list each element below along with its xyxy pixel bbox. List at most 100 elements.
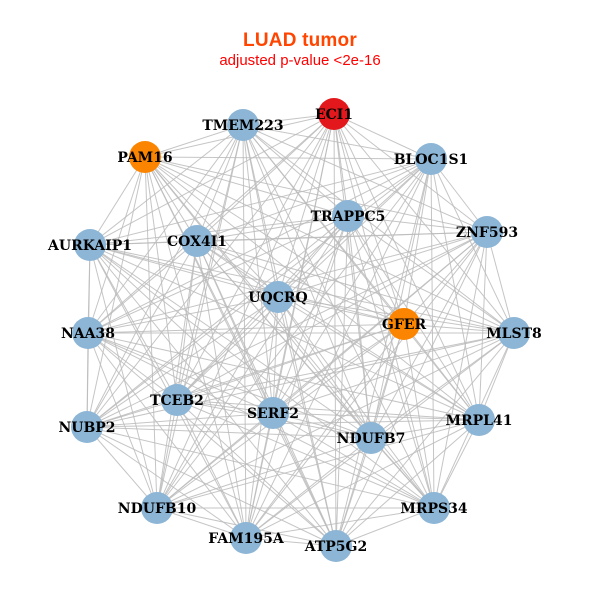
node-tmem223 bbox=[227, 109, 259, 141]
edge-pam16-fam195a bbox=[144, 156, 247, 539]
edge-trappc5-cox4i1 bbox=[196, 215, 349, 242]
edge-pam16-tceb2 bbox=[144, 156, 178, 401]
edge-gfer-nubp2 bbox=[86, 323, 405, 428]
edge-aurkaip1-tceb2 bbox=[89, 244, 178, 401]
node-ndufb10 bbox=[141, 492, 173, 524]
edge-nubp2-fam195a bbox=[86, 426, 247, 539]
edge-uqcrq-tceb2 bbox=[176, 296, 279, 401]
node-label-ndufb7: NDUFB7 bbox=[337, 431, 406, 447]
edge-naa38-mrpl41 bbox=[87, 332, 480, 421]
edge-cox4i1-fam195a bbox=[196, 240, 247, 539]
edge-aurkaip1-gfer bbox=[89, 244, 405, 325]
edge-mrpl41-ndufb7 bbox=[370, 419, 480, 439]
edge-tmem223-tceb2 bbox=[176, 124, 244, 401]
edge-ndufb7-ndufb10 bbox=[156, 437, 372, 509]
edge-pam16-mrpl41 bbox=[144, 156, 480, 421]
edge-tceb2-mrpl41 bbox=[176, 399, 480, 421]
edge-naa38-ndufb7 bbox=[87, 332, 372, 439]
node-label-serf2: SERF2 bbox=[247, 406, 299, 422]
edge-cox4i1-atp5g2 bbox=[196, 240, 337, 547]
node-mrpl41 bbox=[463, 404, 495, 436]
edge-aurkaip1-serf2 bbox=[89, 244, 274, 414]
node-label-mrps34: MRPS34 bbox=[400, 501, 468, 517]
edge-serf2-ndufb10 bbox=[156, 412, 274, 509]
edge-tmem223-naa38 bbox=[87, 124, 244, 334]
edge-znf593-uqcrq bbox=[277, 231, 488, 298]
edge-serf2-mrps34 bbox=[272, 412, 435, 509]
edge-ndufb7-atp5g2 bbox=[335, 437, 372, 547]
edge-eci1-mrpl41 bbox=[333, 113, 480, 421]
edge-tmem223-trappc5 bbox=[242, 124, 349, 217]
edge-cox4i1-mlst8 bbox=[196, 240, 515, 334]
edge-pam16-uqcrq bbox=[144, 156, 279, 298]
edge-nubp2-ndufb7 bbox=[86, 426, 372, 439]
edge-tmem223-serf2 bbox=[242, 124, 274, 414]
edge-bloc1s1-mlst8 bbox=[430, 158, 515, 334]
edge-trappc5-gfer bbox=[347, 215, 405, 325]
edge-znf593-gfer bbox=[403, 231, 488, 325]
edge-aurkaip1-cox4i1 bbox=[89, 240, 198, 246]
edge-gfer-mrpl41 bbox=[403, 323, 480, 421]
edge-tmem223-mrpl41 bbox=[242, 124, 480, 421]
edge-nubp2-ndufb10 bbox=[86, 426, 158, 509]
edge-tmem223-pam16 bbox=[144, 124, 244, 158]
edge-tmem223-bloc1s1 bbox=[242, 124, 432, 160]
edge-bloc1s1-trappc5 bbox=[347, 158, 432, 217]
edge-aurkaip1-ndufb10 bbox=[89, 244, 158, 509]
edge-trappc5-uqcrq bbox=[277, 215, 349, 298]
node-atp5g2 bbox=[320, 530, 352, 562]
edge-uqcrq-naa38 bbox=[87, 296, 279, 334]
node-nubp2 bbox=[71, 411, 103, 443]
edge-znf593-naa38 bbox=[87, 231, 488, 334]
node-label-atp5g2: ATP5G2 bbox=[304, 539, 367, 555]
edge-mrpl41-mrps34 bbox=[433, 419, 480, 509]
edge-trappc5-znf593 bbox=[347, 215, 488, 233]
edge-tceb2-mrps34 bbox=[176, 399, 435, 509]
edge-uqcrq-nubp2 bbox=[86, 296, 279, 428]
node-label-trappc5: TRAPPC5 bbox=[311, 209, 386, 225]
edge-trappc5-naa38 bbox=[87, 215, 349, 334]
edge-ndufb7-fam195a bbox=[245, 437, 372, 539]
edge-naa38-tceb2 bbox=[87, 332, 178, 401]
node-aurkaip1 bbox=[74, 229, 106, 261]
edge-gfer-serf2 bbox=[272, 323, 405, 414]
node-label-eci1: ECI1 bbox=[315, 107, 353, 123]
edge-mrpl41-atp5g2 bbox=[335, 419, 480, 547]
edge-nubp2-mrps34 bbox=[86, 426, 435, 509]
node-ndufb7 bbox=[355, 422, 387, 454]
edge-cox4i1-gfer bbox=[196, 240, 405, 325]
edge-gfer-naa38 bbox=[87, 323, 405, 334]
node-pam16 bbox=[129, 141, 161, 173]
labels-layer: ECI1 TMEM223 PAM16 BLOC1S1 TRAPPC5 ZNF593 AURK… bbox=[47, 107, 542, 555]
node-label-tceb2: TCEB2 bbox=[150, 393, 204, 409]
figure-title: LUAD tumor bbox=[243, 30, 357, 51]
edge-bloc1s1-gfer bbox=[403, 158, 432, 325]
edge-cox4i1-nubp2 bbox=[86, 240, 198, 428]
edge-naa38-ndufb10 bbox=[87, 332, 158, 509]
edge-trappc5-ndufb7 bbox=[347, 215, 372, 439]
edge-cox4i1-mrpl41 bbox=[196, 240, 480, 421]
node-label-pam16: PAM16 bbox=[117, 150, 172, 166]
node-trappc5 bbox=[332, 200, 364, 232]
edge-mlst8-tceb2 bbox=[176, 332, 515, 401]
edge-tmem223-ndufb10 bbox=[156, 124, 244, 509]
edge-tmem223-nubp2 bbox=[86, 124, 244, 428]
figure-subtitle: adjusted p-value <2e-16 bbox=[219, 52, 381, 69]
node-label-cox4i1: COX4I1 bbox=[167, 234, 227, 250]
edge-znf593-mlst8 bbox=[486, 231, 515, 334]
edge-znf593-atp5g2 bbox=[335, 231, 488, 547]
node-mrps34 bbox=[418, 492, 450, 524]
edge-pam16-atp5g2 bbox=[144, 156, 337, 547]
edge-eci1-gfer bbox=[333, 113, 405, 325]
node-label-aurkaip1: AURKAIP1 bbox=[47, 238, 132, 254]
node-label-tmem223: TMEM223 bbox=[202, 118, 283, 134]
nodes-layer bbox=[71, 98, 530, 562]
edge-znf593-nubp2 bbox=[86, 231, 488, 428]
edge-trappc5-nubp2 bbox=[86, 215, 349, 428]
edge-uqcrq-gfer bbox=[277, 296, 405, 325]
node-fam195a bbox=[230, 522, 262, 554]
edge-uqcrq-mrps34 bbox=[277, 296, 435, 509]
edge-tceb2-serf2 bbox=[176, 399, 274, 414]
